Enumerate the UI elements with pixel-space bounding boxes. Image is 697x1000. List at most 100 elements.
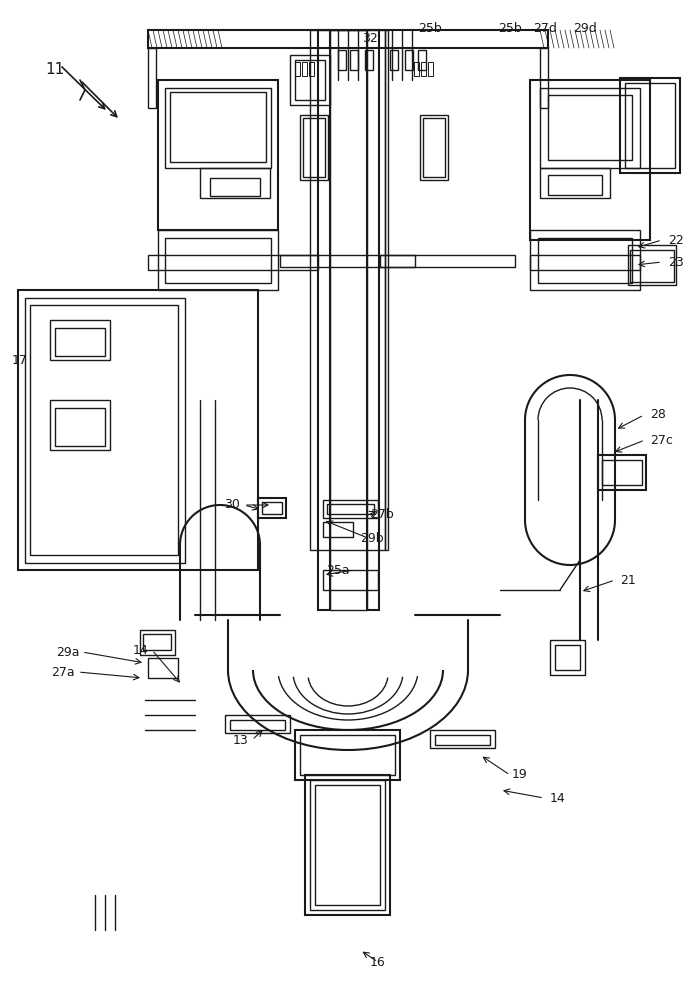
Text: 27c: 27c	[650, 434, 673, 446]
Bar	[602, 460, 642, 485]
Bar	[158, 230, 278, 290]
Bar	[330, 30, 367, 610]
Bar	[540, 168, 610, 198]
Text: 27d: 27d	[533, 21, 557, 34]
Bar	[295, 60, 325, 100]
Text: 17: 17	[12, 354, 28, 366]
Bar	[530, 80, 650, 240]
Bar	[295, 62, 300, 76]
Bar	[18, 290, 258, 570]
Bar	[140, 630, 175, 655]
Bar	[280, 255, 415, 267]
Bar	[148, 255, 318, 270]
Bar	[530, 255, 640, 270]
Bar	[318, 30, 330, 610]
Bar	[338, 50, 346, 70]
Text: 29a: 29a	[56, 646, 80, 658]
Bar	[165, 88, 271, 168]
Text: 27b: 27b	[370, 508, 394, 522]
Text: 28: 28	[650, 408, 666, 422]
Bar	[55, 408, 105, 446]
Text: 32: 32	[362, 31, 378, 44]
Text: 27a: 27a	[52, 666, 75, 678]
Bar	[148, 658, 178, 678]
Text: 29d: 29d	[573, 21, 597, 34]
Text: 11: 11	[45, 62, 65, 78]
Bar	[327, 504, 374, 514]
Text: 19: 19	[512, 768, 528, 782]
Bar	[350, 50, 358, 70]
Bar	[428, 62, 433, 76]
Bar	[30, 305, 178, 555]
Bar	[148, 30, 548, 48]
Bar	[423, 118, 445, 177]
Text: 23: 23	[668, 255, 684, 268]
Bar	[300, 115, 328, 180]
Bar	[555, 645, 580, 670]
Bar	[315, 785, 380, 905]
Bar	[258, 498, 286, 518]
Bar	[170, 92, 266, 162]
Bar	[548, 95, 632, 160]
Bar	[385, 30, 388, 550]
Text: 14: 14	[132, 644, 148, 656]
Bar	[530, 230, 640, 290]
Bar	[55, 328, 105, 356]
Bar	[628, 245, 676, 285]
Bar	[290, 55, 330, 105]
Bar	[300, 735, 395, 775]
Text: 21: 21	[620, 574, 636, 586]
Bar	[323, 570, 378, 590]
Bar	[165, 238, 271, 283]
Text: 14: 14	[550, 792, 566, 804]
Bar	[210, 178, 260, 196]
Text: 25b: 25b	[498, 21, 522, 34]
Bar	[630, 250, 674, 282]
Bar	[25, 298, 185, 563]
Bar	[598, 455, 646, 490]
Bar	[421, 62, 426, 76]
Text: 25b: 25b	[418, 21, 442, 34]
Bar	[225, 715, 290, 733]
Bar	[420, 115, 448, 180]
Bar	[625, 83, 675, 168]
Bar	[548, 175, 602, 195]
Bar	[620, 78, 680, 173]
Bar	[50, 400, 110, 450]
Bar	[405, 50, 413, 70]
Bar	[295, 730, 400, 780]
Bar	[414, 62, 419, 76]
Bar	[50, 320, 110, 360]
Text: 16: 16	[370, 956, 386, 968]
Bar	[310, 30, 385, 550]
Bar	[380, 255, 515, 267]
Text: 13: 13	[232, 734, 248, 746]
Bar	[390, 50, 398, 70]
Text: 29b: 29b	[360, 532, 383, 544]
Bar	[550, 640, 585, 675]
Bar	[158, 80, 278, 230]
Bar	[323, 522, 353, 537]
Bar	[200, 168, 270, 198]
Bar	[143, 634, 171, 650]
Text: 25a: 25a	[326, 564, 350, 576]
Bar	[323, 500, 378, 518]
Bar	[365, 50, 373, 70]
Bar	[430, 730, 495, 748]
Bar	[303, 118, 325, 177]
Bar	[302, 62, 307, 76]
Bar	[262, 502, 282, 514]
Text: 22: 22	[668, 233, 684, 246]
Text: 30: 30	[224, 498, 240, 512]
Bar	[230, 720, 285, 730]
Bar	[305, 775, 390, 915]
Bar	[540, 88, 640, 168]
Bar	[435, 735, 490, 745]
Bar	[540, 48, 548, 108]
Bar	[367, 30, 379, 610]
Bar	[310, 780, 385, 910]
Bar	[309, 62, 314, 76]
Bar	[538, 238, 632, 283]
Bar	[148, 48, 156, 108]
Bar	[418, 50, 426, 70]
